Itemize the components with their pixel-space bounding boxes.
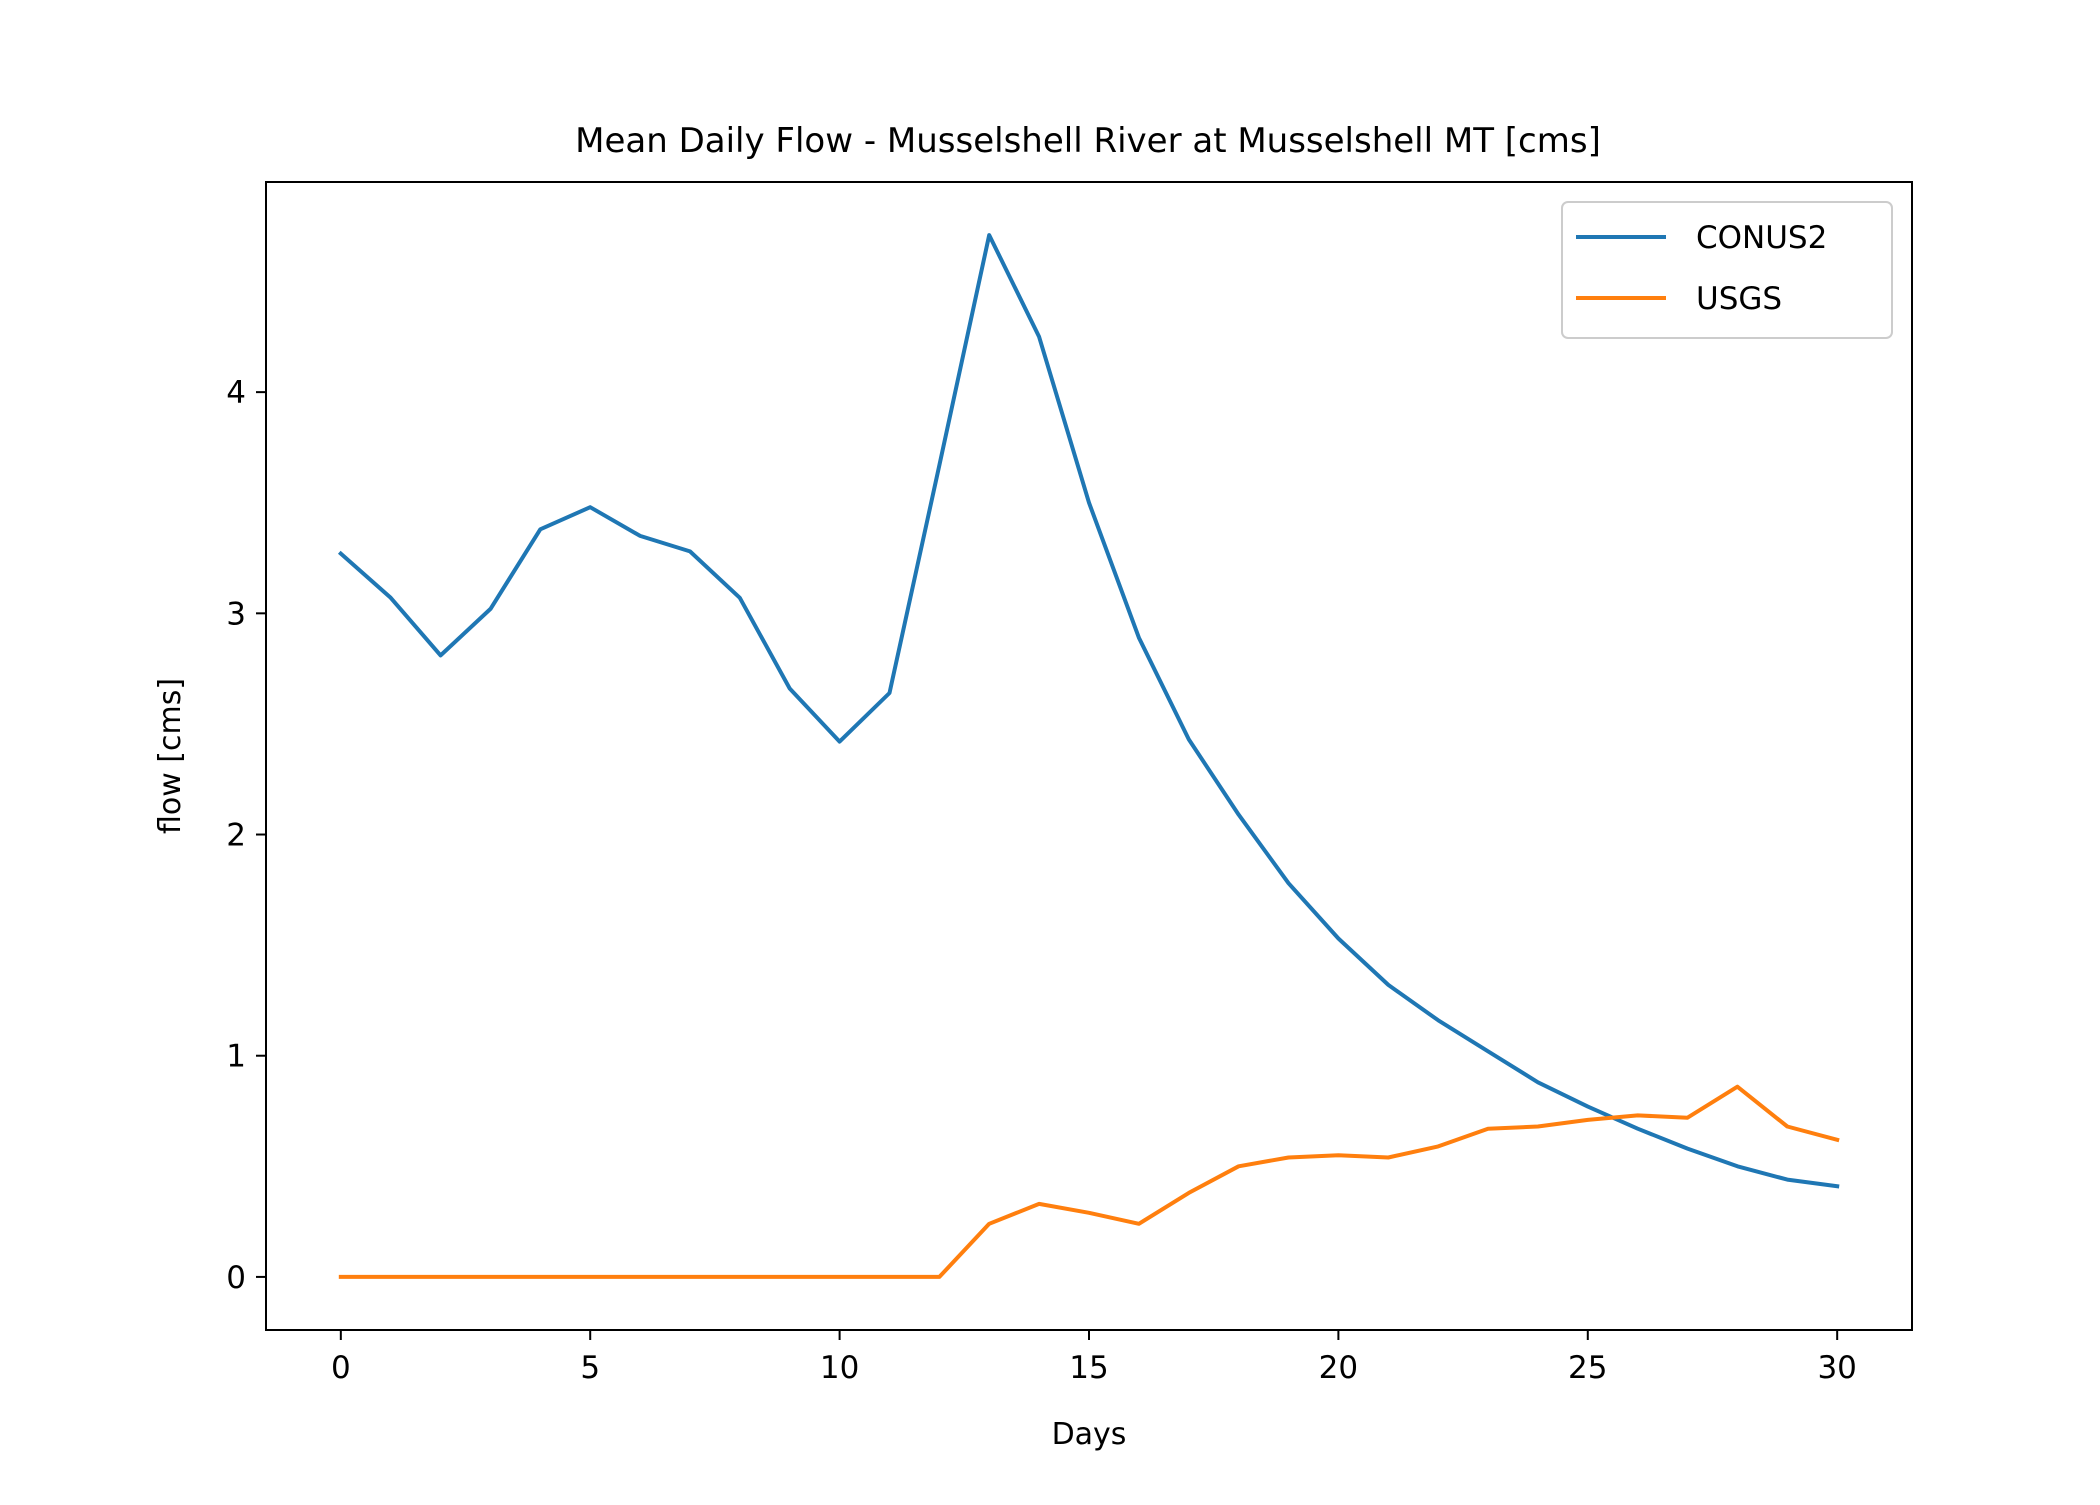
x-tick-label: 30 xyxy=(1817,1350,1856,1386)
legend: CONUS2 USGS xyxy=(1561,201,1893,339)
y-tick-label: 4 xyxy=(226,375,246,411)
y-tick-label: 2 xyxy=(226,818,246,854)
x-tick-label: 25 xyxy=(1568,1350,1607,1386)
x-tick-label: 0 xyxy=(331,1350,351,1386)
x-tick-label: 15 xyxy=(1069,1350,1108,1386)
plot-area-frame xyxy=(265,181,1913,1331)
series-lines xyxy=(337,233,1840,1279)
axis-ticks: 0 5 10 15 20 25 30 0 1 2 3 4 xyxy=(226,375,1857,1386)
series-line-conus2 xyxy=(337,233,1840,1189)
x-tick-label: 20 xyxy=(1319,1350,1358,1386)
series-line-usgs xyxy=(338,1084,1840,1279)
legend-label-usgs: USGS xyxy=(1696,281,1782,317)
legend-label-conus2: CONUS2 xyxy=(1696,220,1827,256)
y-axis-label: flow [cms] xyxy=(153,678,188,834)
y-tick-label: 3 xyxy=(226,596,246,632)
chart-title: Mean Daily Flow - Musselshell River at M… xyxy=(575,121,1601,161)
x-tick-label: 10 xyxy=(820,1350,859,1386)
y-tick-label: 0 xyxy=(226,1260,246,1296)
x-tick-label: 5 xyxy=(580,1350,600,1386)
x-axis-label: Days xyxy=(1052,1417,1127,1452)
y-tick-label: 1 xyxy=(226,1039,246,1075)
